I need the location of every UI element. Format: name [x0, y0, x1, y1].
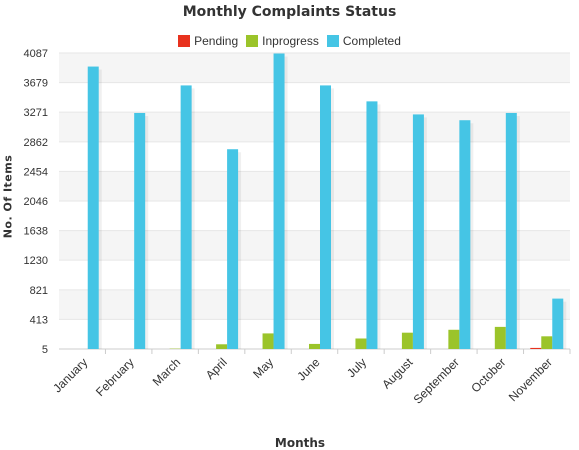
- y-tick-label: 3271: [24, 107, 48, 119]
- bar-completed: [227, 149, 238, 349]
- bar-completed: [181, 85, 192, 349]
- bar-inprogress: [216, 344, 227, 349]
- y-tick-label: 5: [42, 344, 48, 356]
- bar-inprogress: [263, 333, 274, 349]
- x-tick-label: August: [379, 355, 416, 392]
- bar-completed: [320, 85, 331, 349]
- x-tick-label: March: [150, 355, 183, 388]
- bar-completed: [506, 113, 517, 349]
- bar-completed: [134, 113, 145, 349]
- bar-completed: [413, 114, 424, 349]
- y-tick-label: 4087: [24, 48, 48, 60]
- y-tick-label: 2046: [24, 196, 48, 208]
- x-tick-label: October: [468, 355, 508, 395]
- x-tick-label: July: [344, 355, 369, 380]
- grid-band: [59, 53, 570, 83]
- bar-inprogress: [309, 344, 320, 349]
- y-tick-label: 1230: [24, 255, 48, 267]
- bar-completed: [552, 299, 563, 349]
- y-tick-label: 413: [30, 314, 48, 326]
- bar-completed: [366, 101, 377, 349]
- bar-completed: [459, 120, 470, 349]
- x-tick-label: November: [506, 355, 555, 404]
- bar-inprogress: [402, 333, 413, 349]
- x-tick-label: June: [294, 355, 323, 384]
- bar-inprogress: [448, 330, 459, 349]
- y-tick-label: 2862: [24, 137, 48, 149]
- x-tick-label: January: [50, 355, 90, 395]
- x-tick-label: February: [93, 355, 137, 399]
- bar-completed: [88, 67, 99, 349]
- x-tick-label: April: [203, 355, 230, 382]
- bar-inprogress: [495, 327, 506, 349]
- bar-completed: [274, 54, 285, 349]
- y-tick-label: 2454: [24, 166, 48, 178]
- x-tick-label: May: [250, 355, 276, 381]
- x-tick-label: September: [411, 355, 462, 406]
- bar-pending: [530, 348, 541, 349]
- bar-inprogress: [541, 336, 552, 349]
- y-tick-label: 1638: [24, 226, 48, 238]
- x-axis-label: Months: [0, 436, 579, 450]
- y-tick-label: 821: [30, 285, 48, 297]
- y-tick-label: 3679: [24, 78, 48, 90]
- bar-inprogress: [355, 338, 366, 349]
